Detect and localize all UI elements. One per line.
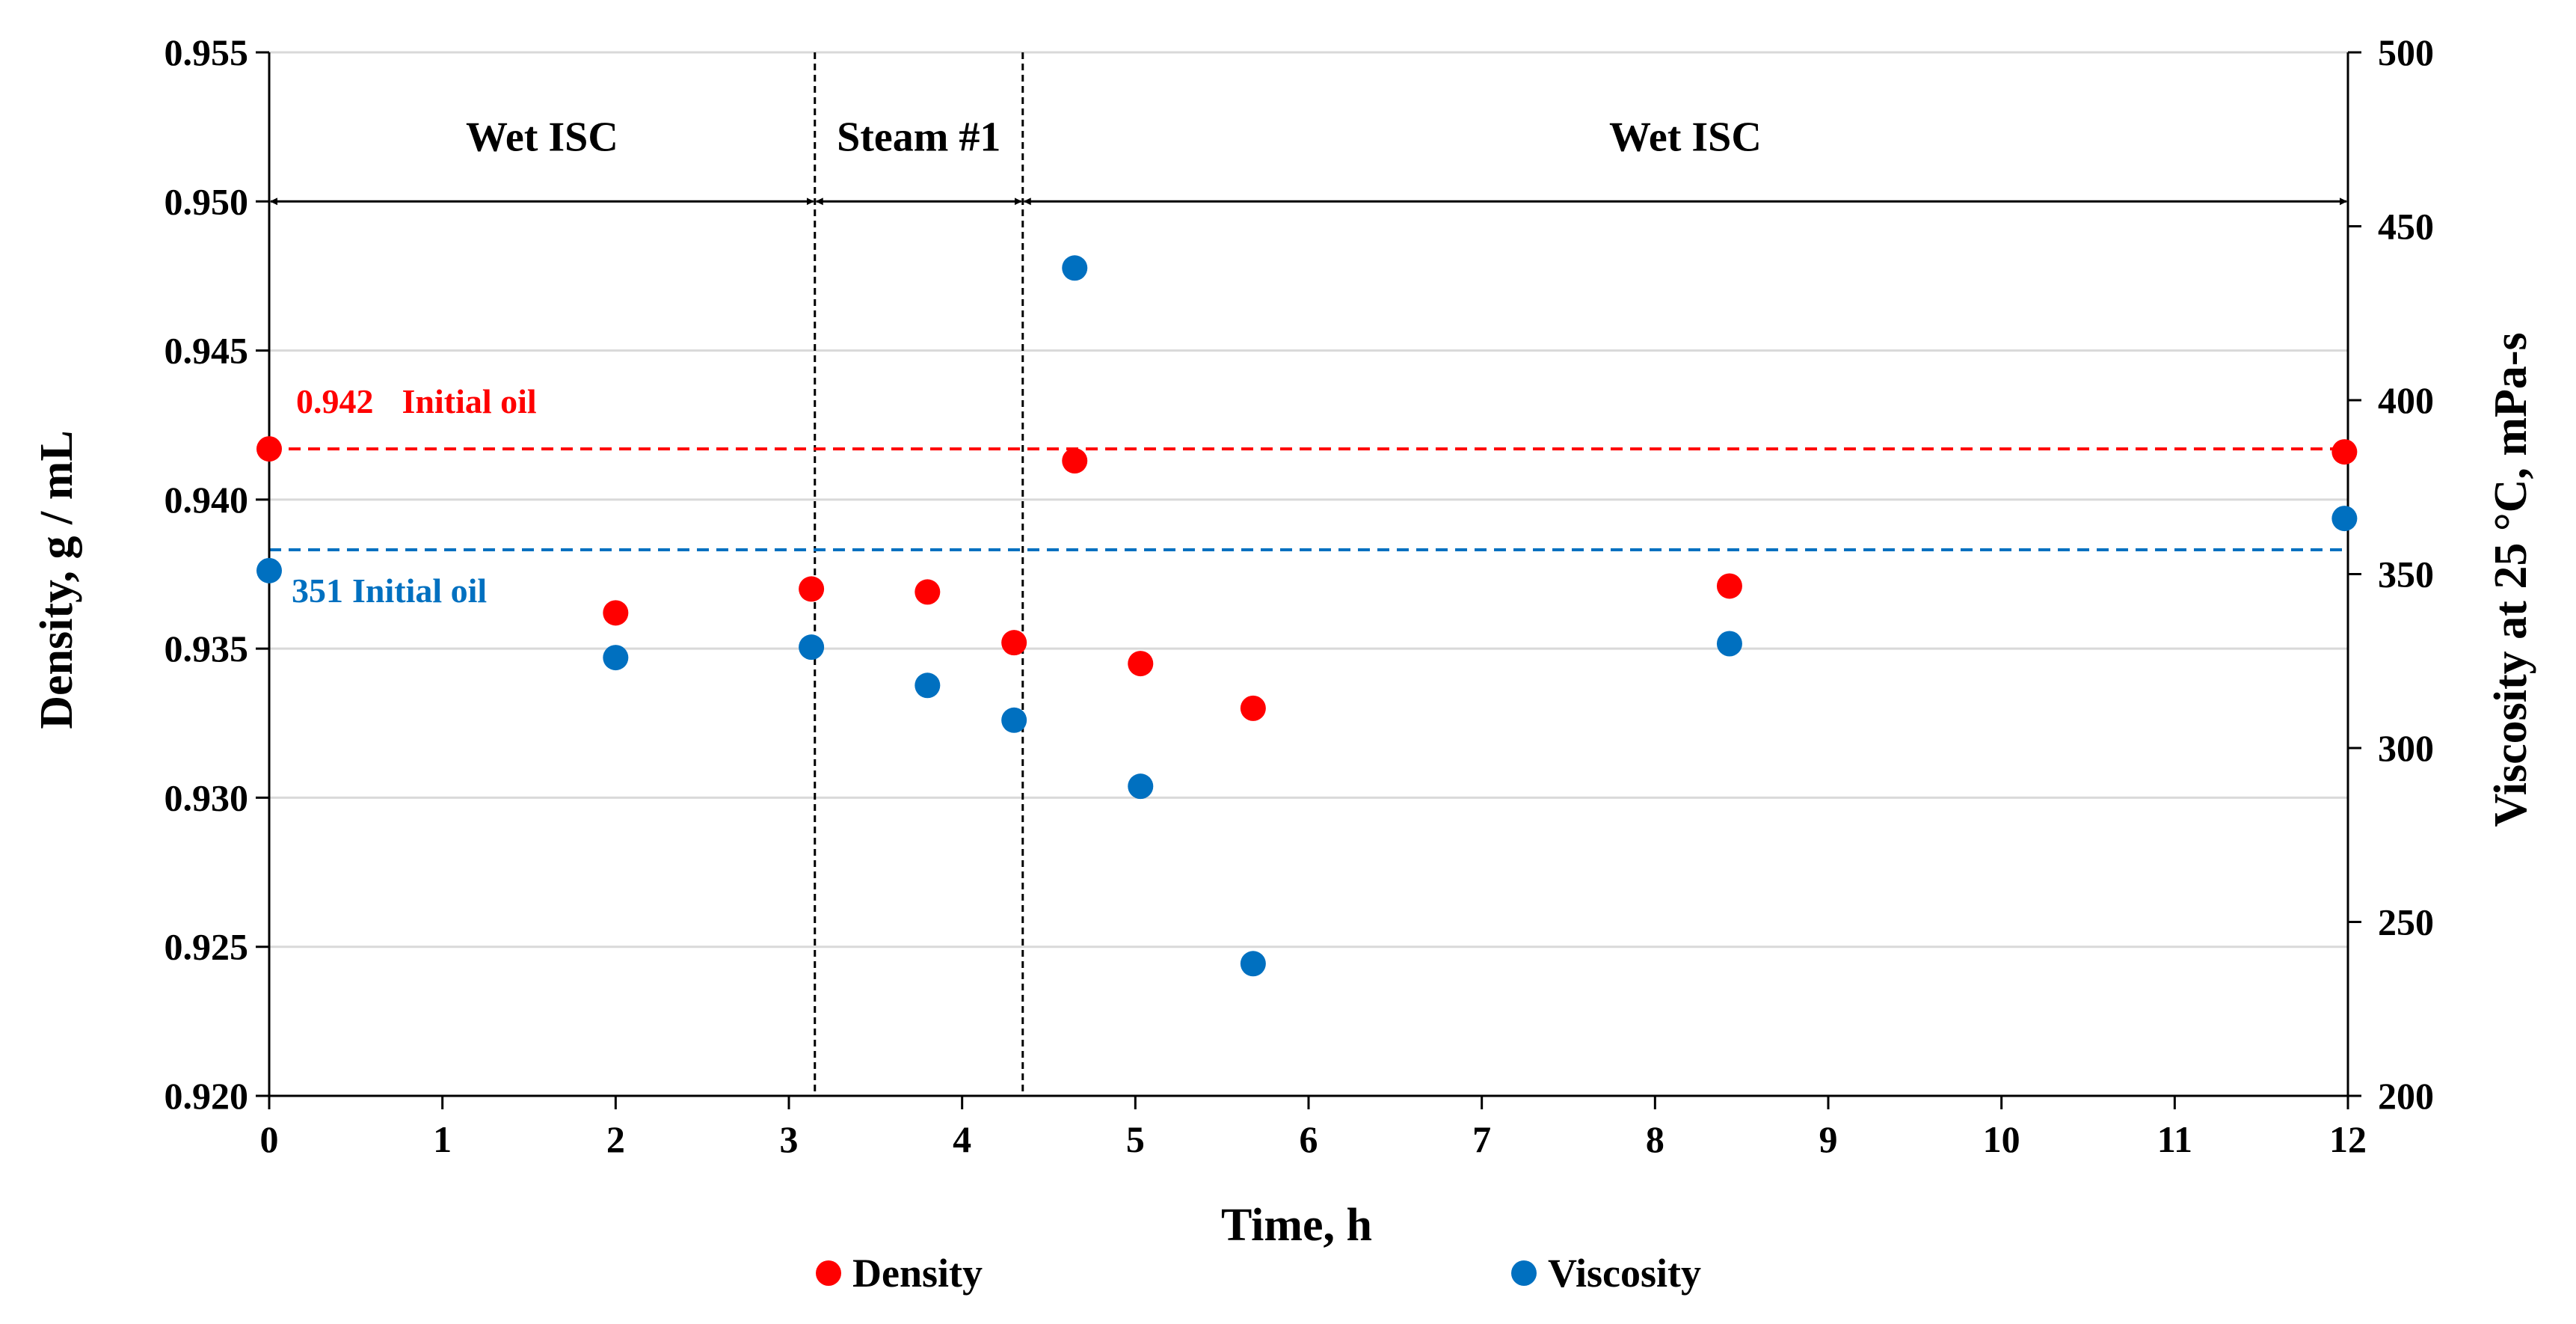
density-point <box>603 600 629 626</box>
x-tick-label: 3 <box>780 1118 799 1160</box>
y-left-tick-label: 0.955 <box>165 31 249 73</box>
y-right-tick-label: 450 <box>2378 206 2434 248</box>
density-point <box>1128 651 1154 677</box>
y-right-tick-label: 350 <box>2378 554 2434 595</box>
density-point <box>1240 695 1266 721</box>
y-left-tick-label: 0.925 <box>165 926 249 968</box>
reference-label: 351 Initial oil <box>292 571 487 610</box>
viscosity-point <box>256 557 282 583</box>
x-tick-label: 12 <box>2329 1118 2367 1160</box>
y-right-tick-label: 300 <box>2378 727 2434 769</box>
reference-label: 0.942 Initial oil <box>296 382 537 420</box>
viscosity-point <box>1062 255 1088 281</box>
phase-label: Wet ISC <box>466 114 618 160</box>
viscosity-point <box>603 645 629 671</box>
y-left-tick-label: 0.920 <box>165 1075 249 1117</box>
y-right-tick-label: 200 <box>2378 1075 2434 1117</box>
viscosity-point <box>1128 773 1154 800</box>
x-tick-label: 10 <box>1983 1118 2020 1160</box>
viscosity-point <box>799 634 825 661</box>
density-point <box>799 576 825 602</box>
x-tick-label: 1 <box>433 1118 452 1160</box>
phase-label: Wet ISC <box>1609 114 1762 160</box>
y-left-tick-label: 0.940 <box>165 479 249 521</box>
y-axis-right-title: Viscosity at 25 °C, mPa-s <box>2486 332 2536 827</box>
viscosity-point <box>1716 631 1742 657</box>
y-right-tick-label: 500 <box>2378 31 2434 73</box>
x-tick-label: 6 <box>1300 1118 1318 1160</box>
reference-value: 0.942 <box>296 382 374 420</box>
viscosity-point <box>1001 707 1027 733</box>
density-point <box>1716 573 1742 599</box>
x-axis-title: Time, h <box>1221 1200 1372 1251</box>
density-point <box>1062 448 1088 474</box>
legend-viscosity-marker <box>1511 1260 1537 1286</box>
viscosity-point <box>2331 506 2358 532</box>
y-left-tick-label: 0.930 <box>165 776 249 818</box>
data-points <box>256 255 2358 977</box>
legend-viscosity-label: Viscosity <box>1548 1251 1701 1296</box>
y-right-tick-label: 400 <box>2378 379 2434 421</box>
phase-annotations: Wet ISC Steam #1 Wet ISC <box>270 52 2347 1096</box>
x-tick-label: 5 <box>1126 1118 1145 1160</box>
x-tick-label: 4 <box>953 1118 971 1160</box>
reference-text: Initial oil <box>352 571 487 610</box>
y-left-tick-label: 0.950 <box>165 180 249 222</box>
viscosity-point <box>914 672 941 699</box>
phase-label: Steam #1 <box>837 114 1000 160</box>
density-point <box>2331 439 2358 465</box>
x-tick-label: 2 <box>606 1118 625 1160</box>
y-left-tick-label: 0.945 <box>165 330 249 372</box>
x-tick-label: 9 <box>1819 1118 1838 1160</box>
y-left-tick-label: 0.935 <box>165 628 249 669</box>
gridlines <box>269 51 2348 1097</box>
legend-density-marker <box>816 1260 841 1286</box>
density-point <box>914 579 941 605</box>
x-tick-label: 7 <box>1472 1118 1491 1160</box>
reference-text: Initial oil <box>402 382 537 420</box>
legend: Density Viscosity <box>816 1251 1701 1296</box>
legend-density-label: Density <box>852 1251 983 1296</box>
reference-value: 351 <box>292 571 343 610</box>
density-point <box>1001 630 1027 656</box>
x-tick-label: 11 <box>2157 1118 2192 1160</box>
y-right-tick-label: 250 <box>2378 901 2434 943</box>
x-tick-label: 8 <box>1646 1118 1664 1160</box>
x-tick-label: 0 <box>260 1118 279 1160</box>
axes: 0 1 2 3 4 5 6 7 8 9 10 11 120.9200.9250.9300.9350.94… <box>165 31 2435 1160</box>
density-point <box>256 436 282 462</box>
viscosity-point <box>1240 951 1266 977</box>
y-axis-left-title: Density, g / mL <box>31 430 82 729</box>
